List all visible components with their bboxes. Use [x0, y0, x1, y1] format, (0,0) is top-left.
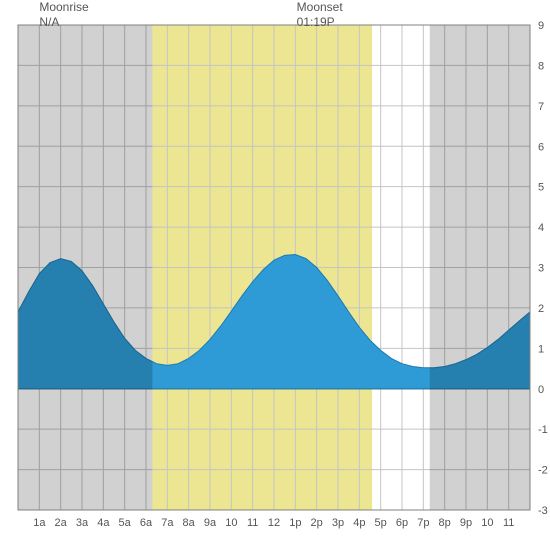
y-tick-label: 2	[538, 303, 544, 315]
moonset-title: Moonset	[297, 0, 343, 15]
y-tick-label: 3	[538, 263, 544, 275]
moonrise-header: Moonrise N/A	[39, 0, 88, 30]
x-tick-label: 9a	[204, 517, 217, 529]
y-tick-label: -1	[538, 424, 548, 436]
y-tick-label: 1	[538, 343, 544, 355]
x-tick-label: 6a	[140, 517, 153, 529]
x-tick-labels: 1a 2a 3a 4a 5a 6a 7a 8a 9a 10 11 12 1p 2p 3p 4p 5p 6p 7p 8p…	[33, 517, 514, 529]
x-tick-label: 7p	[417, 517, 429, 529]
y-tick-label: -3	[538, 505, 548, 517]
y-tick-label: 4	[538, 222, 544, 234]
x-tick-label: 4a	[97, 517, 110, 529]
moonset-header: Moonset 01:19P	[297, 0, 343, 30]
y-tick-label: 8	[538, 60, 544, 72]
x-tick-label: 2p	[311, 517, 323, 529]
night-band-0	[18, 25, 152, 510]
x-tick-label: 1a	[33, 517, 46, 529]
night-band-1	[430, 25, 530, 510]
x-tick-label: 4p	[353, 517, 365, 529]
moonrise-title: Moonrise	[39, 0, 88, 15]
x-tick-label: 8a	[183, 517, 196, 529]
x-tick-label: 5a	[119, 517, 132, 529]
moonset-value: 01:19P	[297, 15, 343, 30]
x-tick-label: 3a	[76, 517, 89, 529]
x-tick-label: 11	[503, 517, 514, 529]
y-tick-label: -2	[538, 465, 548, 477]
y-tick-label: 6	[538, 141, 544, 153]
x-tick-label: 5p	[375, 517, 387, 529]
x-tick-label: 2a	[55, 517, 68, 529]
x-tick-label: 10	[481, 517, 493, 529]
x-tick-label: 1p	[289, 517, 301, 529]
x-tick-label: 11	[247, 517, 258, 529]
x-tick-label: 3p	[332, 517, 344, 529]
y-tick-labels: -3 -2 -1 0 1 2 3 4 5 6 7 8 9	[538, 20, 548, 517]
x-tick-label: 8p	[439, 517, 451, 529]
x-tick-label: 9p	[460, 517, 472, 529]
y-tick-label: 5	[538, 182, 544, 194]
x-tick-label: 12	[268, 517, 280, 529]
chart-svg: 1a2a3a4a5a6a7a8a9a1011121p2p3p4p5p6p7p8p…	[0, 0, 550, 550]
x-tick-label: 10	[225, 517, 237, 529]
y-tick-label: 0	[538, 384, 544, 396]
y-tick-label: 9	[538, 20, 544, 32]
x-tick-label: 7a	[161, 517, 174, 529]
moonrise-value: N/A	[39, 15, 88, 30]
tide-chart: Moonrise N/A Moonset 01:19P 1a 2a 3a 4a 5a 6a…	[0, 0, 550, 550]
y-tick-label: 7	[538, 101, 544, 113]
x-tick-label: 6p	[396, 517, 408, 529]
